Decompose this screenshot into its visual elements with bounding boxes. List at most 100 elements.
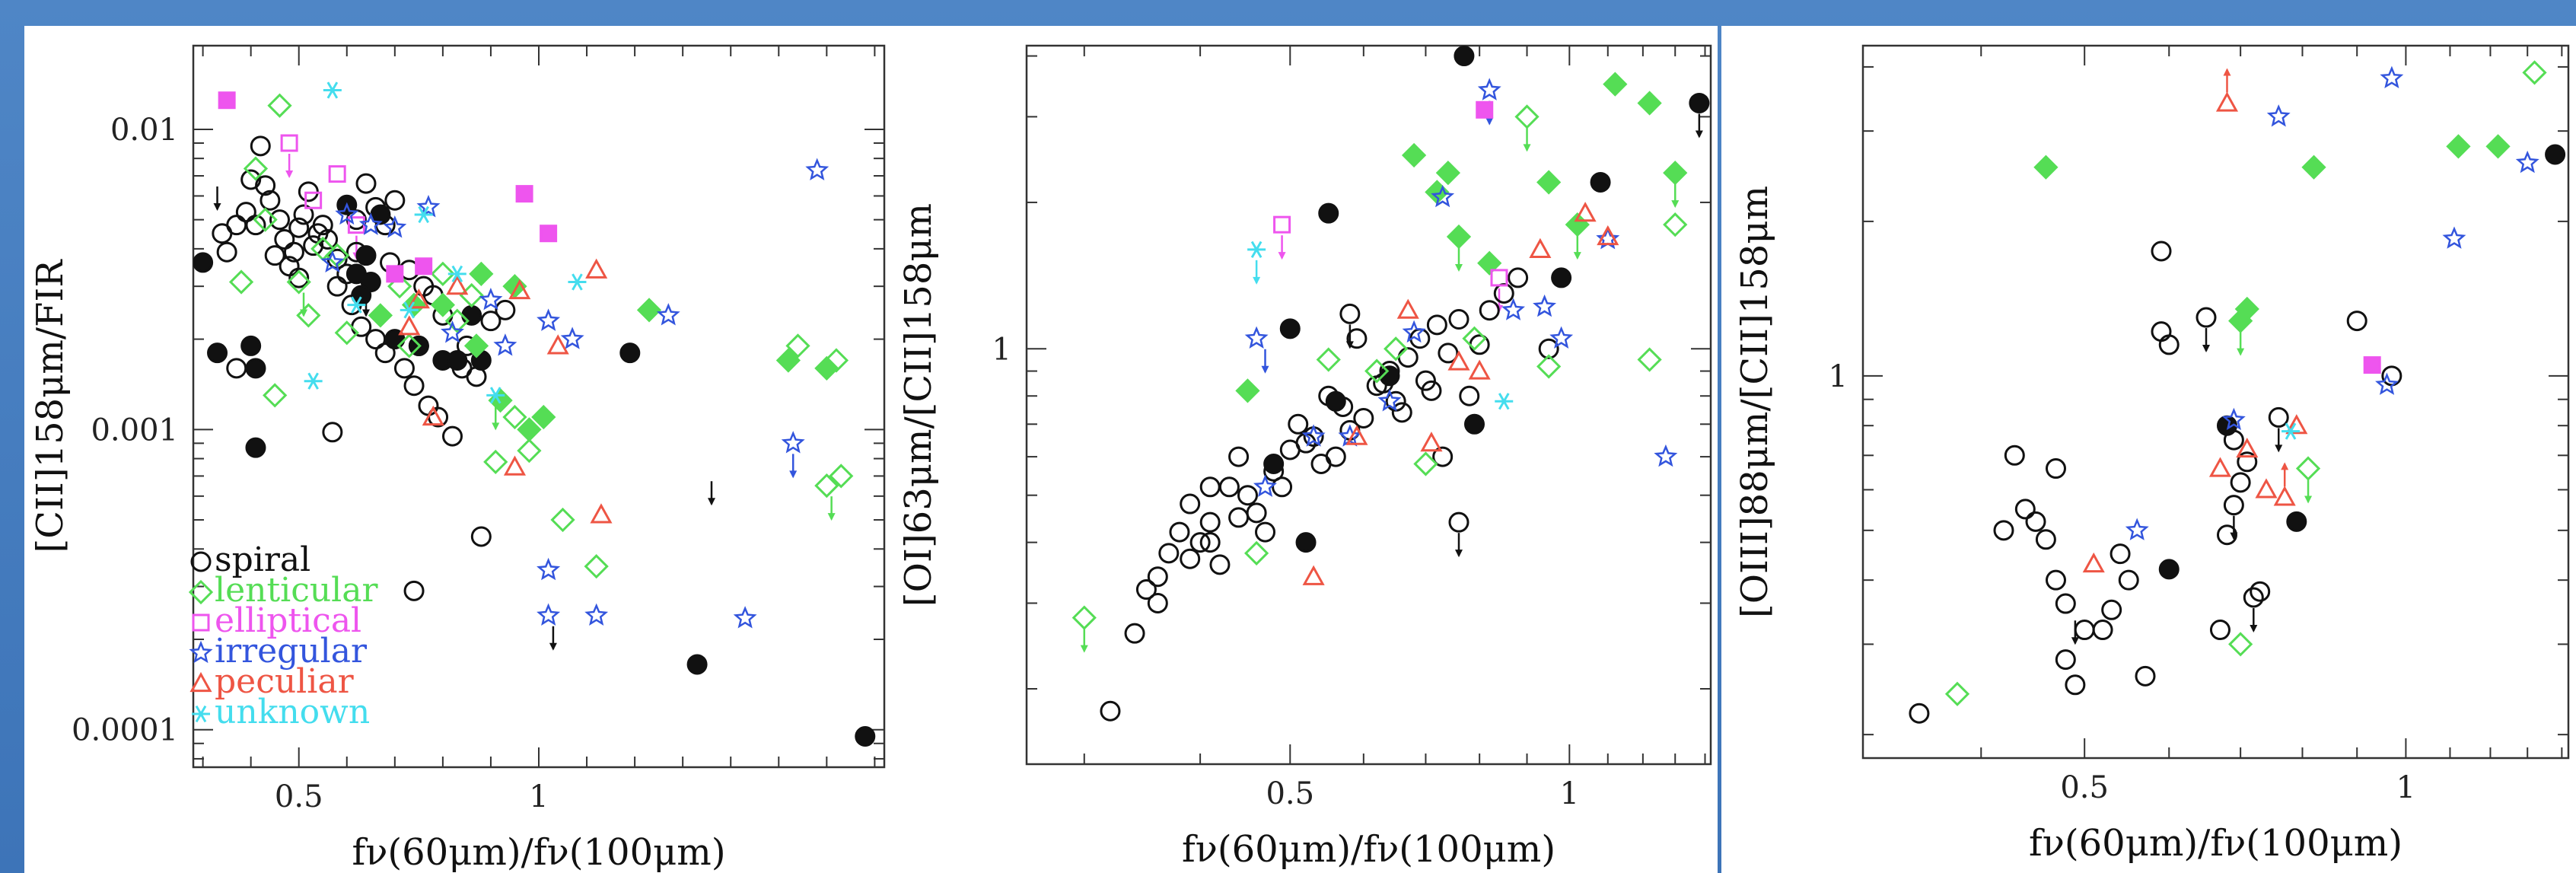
data-point xyxy=(1490,269,1508,287)
limit-arrowhead xyxy=(1695,130,1703,139)
data-point xyxy=(2004,444,2025,466)
data-point xyxy=(1301,424,1326,447)
data-point xyxy=(2346,311,2367,332)
legend-marker xyxy=(192,705,210,723)
data-point xyxy=(355,173,377,194)
legend-label: unknown xyxy=(215,693,370,731)
limit-arrowhead xyxy=(827,513,836,521)
data-point xyxy=(1426,314,1447,336)
data-point xyxy=(517,417,542,442)
data-point xyxy=(216,241,237,263)
data-point xyxy=(1447,350,1470,371)
data-point xyxy=(1253,474,1278,497)
data-point xyxy=(288,217,310,238)
data-point xyxy=(1124,623,1145,644)
data-point xyxy=(1438,343,1459,364)
axes xyxy=(1863,46,2568,758)
data-point xyxy=(1448,309,1469,330)
data-point xyxy=(733,606,757,629)
data-point xyxy=(2151,321,2172,343)
data-point xyxy=(2268,406,2289,428)
limit-arrowhead xyxy=(1454,264,1463,272)
slide-header xyxy=(0,0,2576,26)
data-point xyxy=(2101,599,2122,620)
plot-frame xyxy=(1025,44,1712,766)
data-point xyxy=(1476,100,1494,119)
legend-marker xyxy=(188,579,214,605)
data-point xyxy=(508,279,531,300)
data-point xyxy=(584,603,609,626)
data-point xyxy=(785,333,810,358)
data-point xyxy=(328,165,346,183)
data-point xyxy=(1993,520,2014,541)
data-points xyxy=(1071,46,1710,722)
y-tick-label: 0.001 xyxy=(91,413,178,448)
data-point xyxy=(2055,593,2076,614)
data-point xyxy=(469,261,494,286)
chart-panel-oi-cii: 0.5 1 1 fν(60μm)/fν(100μm) [OI]63μm/[CII]158… xyxy=(888,26,1718,873)
data-point xyxy=(403,580,425,601)
legend: spirallenticularellipticalirregularpecul… xyxy=(188,540,378,731)
data-point xyxy=(1237,485,1258,506)
data-point xyxy=(2151,241,2172,262)
data-point xyxy=(1135,579,1157,601)
data-point xyxy=(805,158,829,181)
data-point xyxy=(396,333,422,358)
data-point xyxy=(1384,336,1409,362)
data-point xyxy=(1302,565,1325,585)
chart-cii-fir: 0.5 1 0.01 0.001 0.0001 fν(60μm)/fν(100μm) [CI… xyxy=(29,44,886,873)
limit-arrowhead xyxy=(1523,144,1531,152)
data-point xyxy=(2363,356,2381,374)
data-point xyxy=(355,245,377,266)
data-point xyxy=(2515,150,2539,174)
data-point xyxy=(1538,338,1559,359)
data-point xyxy=(226,358,247,379)
data-point xyxy=(296,303,321,328)
x-axis-title: fν(60μm)/fν(100μm) xyxy=(352,831,725,873)
data-point xyxy=(1402,320,1426,343)
data-point xyxy=(568,273,587,291)
data-point xyxy=(2035,529,2056,550)
data-point xyxy=(245,358,266,379)
data-point xyxy=(245,215,266,236)
limit-arrowhead xyxy=(213,203,221,212)
data-point xyxy=(430,292,456,317)
y-axis-title: [OIII]88μm/[CII]158μm xyxy=(1734,186,1776,618)
data-point xyxy=(2295,456,2321,481)
data-point xyxy=(1479,300,1500,321)
data-point xyxy=(1477,78,1501,100)
data-point xyxy=(1663,161,1688,186)
data-point xyxy=(1325,390,1346,412)
data-point xyxy=(1501,298,1526,320)
data-point xyxy=(2125,518,2149,540)
data-point xyxy=(2025,511,2046,532)
data-point xyxy=(1590,171,1611,193)
legend-marker xyxy=(192,613,210,632)
limit-arrowhead xyxy=(1261,365,1269,374)
data-point xyxy=(1325,446,1346,467)
data-point xyxy=(619,343,641,364)
limit-arrowhead xyxy=(2237,348,2245,356)
data-point xyxy=(2243,587,2264,608)
data-point xyxy=(368,303,393,328)
data-point xyxy=(2266,104,2291,127)
data-point xyxy=(1180,548,1201,569)
data-point xyxy=(814,355,839,381)
data-point xyxy=(531,404,556,430)
data-point xyxy=(415,257,433,276)
data-point xyxy=(781,431,805,454)
axes xyxy=(193,46,884,767)
data-point xyxy=(267,93,292,118)
data-point xyxy=(334,320,359,346)
data-point xyxy=(1551,267,1572,288)
limit-arrowhead xyxy=(2250,625,2258,633)
data-point xyxy=(1435,161,1460,186)
data-point xyxy=(283,241,304,263)
data-point xyxy=(207,343,228,364)
data-point xyxy=(2228,632,2253,657)
data-point xyxy=(255,175,276,196)
data-point xyxy=(537,308,561,331)
data-point xyxy=(1432,446,1454,467)
data-point xyxy=(1346,328,1368,349)
legend-label: lenticular xyxy=(215,571,378,610)
